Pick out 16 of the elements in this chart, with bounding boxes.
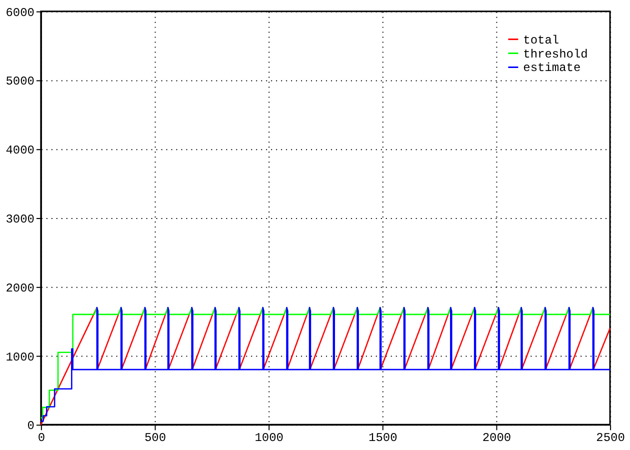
- x-tick-label: 1000: [254, 431, 284, 446]
- x-tick-label: 2500: [596, 431, 625, 446]
- legend-label: total: [523, 33, 560, 48]
- legend-label: estimate: [523, 61, 581, 76]
- y-tick-label: 5000: [6, 74, 34, 89]
- x-tick-label: 1500: [368, 431, 398, 446]
- y-tick-label: 2000: [6, 281, 34, 296]
- x-tick-label: 0: [38, 431, 46, 446]
- y-tick-label: 3000: [6, 212, 34, 226]
- y-tick-label: 0: [27, 419, 34, 434]
- y-tick-label: 6000: [6, 6, 34, 20]
- x-tick-label: 500: [144, 431, 166, 446]
- y-tick-label: 4000: [6, 144, 34, 158]
- x-tick-label: 2000: [482, 431, 512, 446]
- y-tick-label: 1000: [6, 350, 34, 364]
- legend-label: threshold: [523, 47, 588, 62]
